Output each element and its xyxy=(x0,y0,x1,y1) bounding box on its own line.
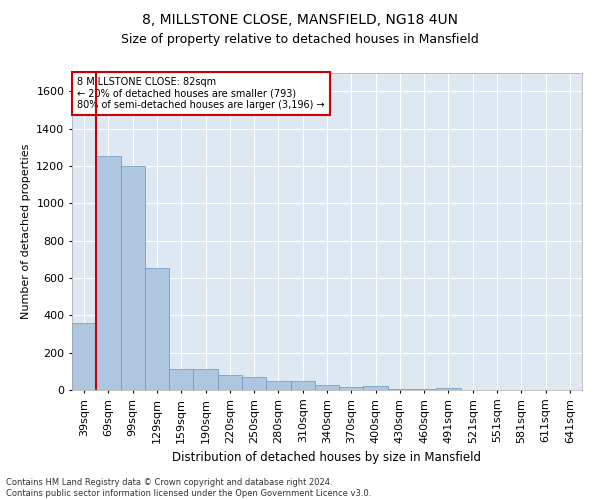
Bar xyxy=(121,166,145,390)
Bar xyxy=(193,370,218,390)
Bar xyxy=(266,380,290,390)
Bar xyxy=(242,378,266,390)
Y-axis label: Number of detached properties: Number of detached properties xyxy=(20,144,31,319)
Bar xyxy=(436,388,461,390)
Bar xyxy=(72,323,96,390)
Bar xyxy=(96,156,121,390)
Bar xyxy=(339,386,364,390)
Text: 8 MILLSTONE CLOSE: 82sqm
← 20% of detached houses are smaller (793)
80% of semi-: 8 MILLSTONE CLOSE: 82sqm ← 20% of detach… xyxy=(77,78,325,110)
Text: Size of property relative to detached houses in Mansfield: Size of property relative to detached ho… xyxy=(121,32,479,46)
Bar xyxy=(388,389,412,390)
Bar xyxy=(169,368,193,390)
Text: Contains HM Land Registry data © Crown copyright and database right 2024.
Contai: Contains HM Land Registry data © Crown c… xyxy=(6,478,371,498)
Bar xyxy=(145,268,169,390)
Bar xyxy=(364,386,388,390)
Bar xyxy=(315,385,339,390)
Bar xyxy=(290,381,315,390)
Bar xyxy=(218,376,242,390)
Text: 8, MILLSTONE CLOSE, MANSFIELD, NG18 4UN: 8, MILLSTONE CLOSE, MANSFIELD, NG18 4UN xyxy=(142,12,458,26)
Bar xyxy=(412,389,436,390)
X-axis label: Distribution of detached houses by size in Mansfield: Distribution of detached houses by size … xyxy=(173,451,482,464)
